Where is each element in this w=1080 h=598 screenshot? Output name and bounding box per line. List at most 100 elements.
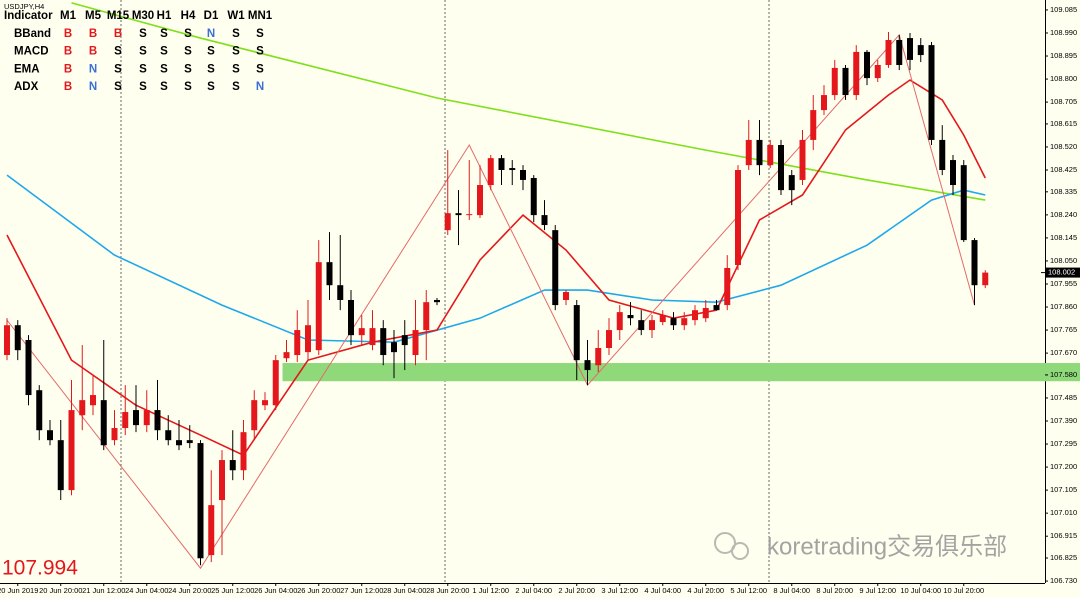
candle-body (111, 428, 118, 441)
moving-average (6, 79, 986, 457)
x-tick-label: 20 Jun 20:00 (39, 586, 82, 595)
row-label: EMA (14, 63, 40, 75)
signal-cell: S (139, 63, 147, 75)
candle-body (90, 395, 96, 406)
signal-cell: S (139, 28, 147, 40)
candle-body (251, 400, 258, 431)
signal-cell: S (207, 63, 215, 75)
zigzag-line (6, 33, 975, 570)
candle-body (541, 215, 548, 226)
signal-cell: S (232, 63, 240, 75)
candle-body (767, 145, 774, 166)
candle-body (68, 410, 75, 491)
x-tick-label: 25 Jun 12:00 (211, 586, 254, 595)
candle-body (831, 67, 838, 96)
signal-cell: B (89, 28, 97, 40)
y-tick-label: 108.425 (1050, 165, 1077, 174)
candle-body (853, 51, 860, 96)
signal-cell: N (207, 28, 215, 40)
signal-cell: S (114, 81, 122, 93)
candle-body (874, 64, 881, 79)
candle-body (982, 272, 989, 286)
support-zone (282, 363, 1080, 382)
candle-body (57, 440, 64, 491)
x-tick-label: 28 Jun 20:00 (426, 586, 469, 595)
candle-body (864, 51, 870, 79)
moving-average (71, 2, 986, 201)
y-tick-label: 107.955 (1050, 279, 1077, 288)
candle-body (509, 168, 516, 171)
y-tick-label: 106.730 (1050, 576, 1077, 585)
period-separators (120, 0, 770, 583)
candle-body (412, 330, 419, 356)
candle-body (36, 390, 43, 431)
x-tick-label: 2 Jul 20:00 (558, 586, 595, 595)
candle-body (262, 400, 268, 406)
y-tick-label: 107.670 (1050, 348, 1077, 357)
table-header: MN1 (248, 10, 273, 22)
y-tick-label: 106.915 (1050, 531, 1077, 540)
candle-body (627, 315, 634, 319)
signal-cell: S (232, 81, 240, 93)
candle-body (100, 400, 107, 446)
y-tick-label: 108.520 (1050, 142, 1077, 151)
signal-cell: S (184, 28, 192, 40)
signal-cell: S (160, 46, 168, 58)
y-tick-label: 107.765 (1050, 325, 1077, 334)
signal-cell: B (64, 81, 72, 93)
current-price-label: 108.002 (1048, 268, 1075, 277)
x-tick-label: 9 Jul 12:00 (859, 586, 896, 595)
candle-body (487, 158, 494, 186)
signal-cell: B (89, 46, 97, 58)
current-price-box (1046, 267, 1080, 278)
candle-body (455, 213, 462, 216)
candle-body (950, 160, 956, 186)
table-header: Indicator (4, 10, 53, 22)
watermark: koretrading交易俱乐部 (767, 533, 1007, 560)
table-header: W1 (227, 10, 245, 22)
signal-cell: S (256, 28, 264, 40)
y-tick-label: 107.105 (1050, 485, 1077, 494)
candle-body (563, 291, 569, 300)
candle-body (649, 320, 655, 331)
signal-cell: B (114, 28, 122, 40)
signal-cell: B (64, 46, 72, 58)
candle-body (520, 170, 526, 180)
candle-body (444, 213, 451, 231)
table-header: M1 (60, 10, 77, 22)
watermark-icon (714, 532, 749, 560)
candle-body (670, 318, 677, 326)
table-header: D1 (204, 10, 219, 22)
candle-body (14, 325, 21, 351)
candle-body (756, 139, 763, 166)
x-tick-label: 28 Jun 04:00 (383, 586, 426, 595)
x-tick-label: 10 Jul 04:00 (900, 586, 941, 595)
candle-body (79, 400, 86, 416)
signal-cell: S (207, 46, 215, 58)
y-tick-label: 109.085 (1050, 5, 1077, 14)
candle-body (219, 460, 225, 501)
candle-body (821, 95, 827, 111)
candle-body (885, 40, 892, 65)
x-tick-label: 3 Jul 12:00 (601, 586, 638, 595)
candle-body (305, 325, 311, 353)
candle-body (143, 410, 150, 426)
candle-body (122, 412, 129, 429)
signal-cell: N (89, 81, 97, 93)
candle-body (4, 325, 10, 356)
signal-cell: S (139, 46, 147, 58)
candle-body (154, 410, 161, 431)
x-tick-label: 4 Jul 20:00 (687, 586, 724, 595)
row-label: BBand (14, 28, 51, 40)
y-tick-label: 107.295 (1050, 439, 1077, 448)
x-tick-label: 24 Jun 04:00 (125, 586, 168, 595)
y-tick-label: 108.895 (1050, 51, 1077, 60)
y-tick-label: 108.145 (1050, 233, 1077, 242)
candle-body (960, 165, 967, 241)
x-tick-label: 21 Jun 12:00 (82, 586, 125, 595)
x-tick-label: 2 Jul 04:00 (515, 586, 552, 595)
candle-body (616, 312, 623, 331)
signal-cell: S (184, 81, 192, 93)
signal-cell: S (114, 63, 122, 75)
